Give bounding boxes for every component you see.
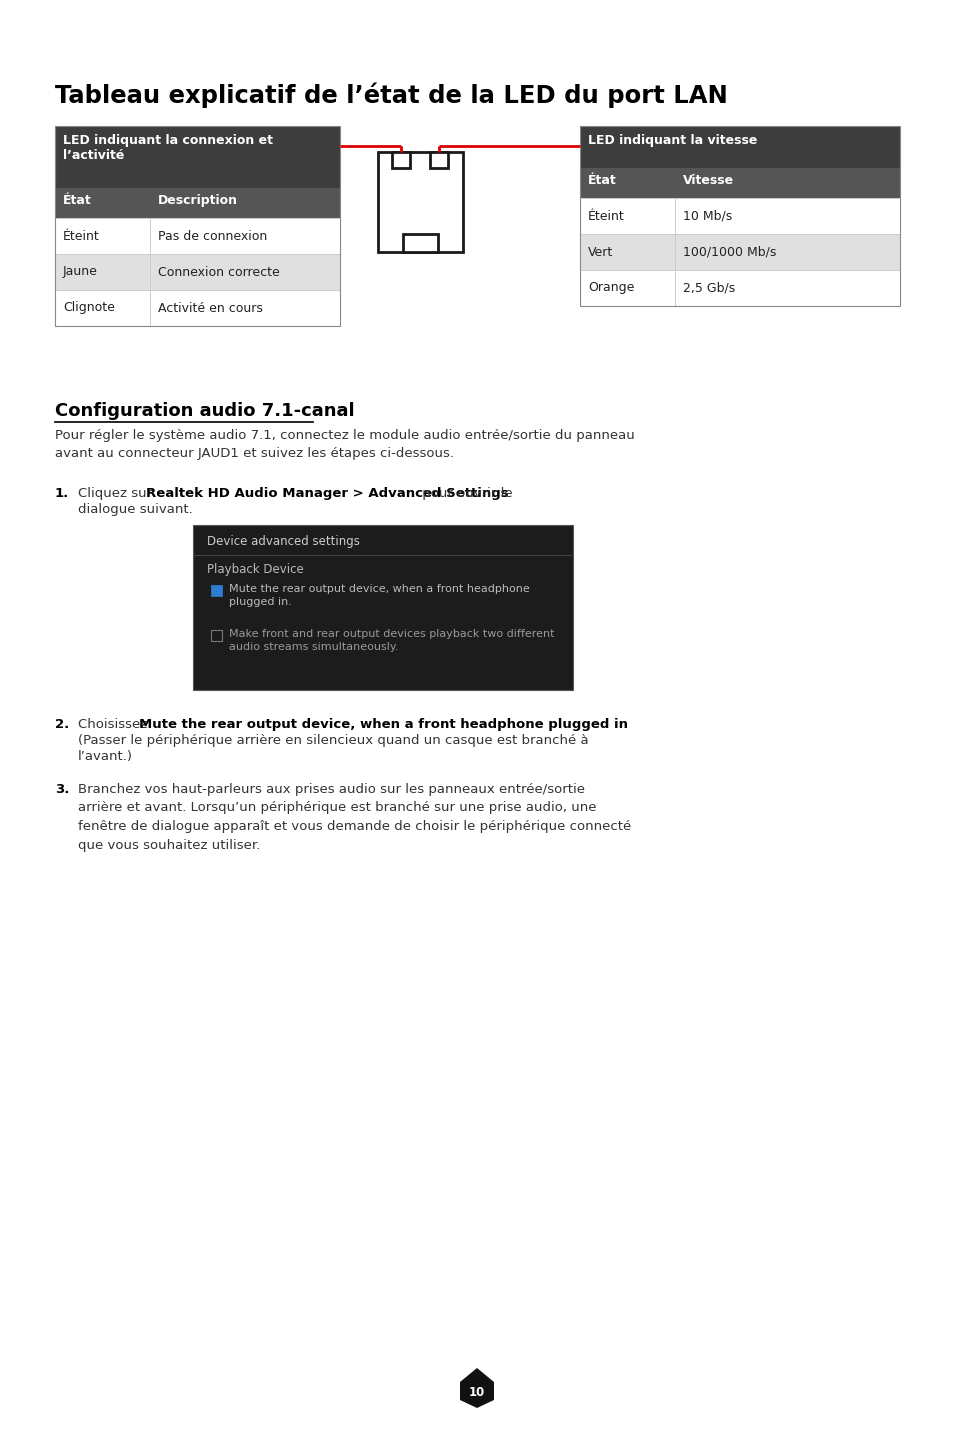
Text: pour ouvrir le: pour ouvrir le	[417, 487, 512, 500]
Polygon shape	[459, 1368, 494, 1408]
Bar	[55, 218, 339, 253]
Text: 10: 10	[468, 1386, 485, 1399]
Bar	[579, 198, 899, 233]
Bar	[211, 586, 222, 596]
Text: LED indiquant la vitesse: LED indiquant la vitesse	[587, 135, 757, 147]
Text: Choisissez: Choisissez	[78, 717, 152, 730]
Text: 3.: 3.	[55, 783, 70, 796]
Text: Playback Device: Playback Device	[207, 563, 303, 576]
Bar	[55, 253, 339, 291]
Bar	[579, 126, 899, 168]
Text: Activité en cours: Activité en cours	[158, 302, 263, 315]
Bar	[55, 126, 339, 188]
Text: État: État	[587, 175, 616, 188]
Text: 2.: 2.	[55, 717, 70, 730]
Text: (Passer le périphérique arrière en silencieux quand un casque est branché à: (Passer le périphérique arrière en silen…	[78, 735, 588, 748]
Text: Mute the rear output device, when a front headphone plugged in: Mute the rear output device, when a fron…	[138, 717, 627, 730]
Text: 1.: 1.	[55, 487, 70, 500]
Text: Branchez vos haut-parleurs aux prises audio sur les panneaux entrée/sortie
arriè: Branchez vos haut-parleurs aux prises au…	[78, 783, 631, 852]
Text: Pas de connexion: Pas de connexion	[158, 229, 267, 242]
Bar	[392, 152, 410, 168]
Text: Device advanced settings: Device advanced settings	[207, 536, 359, 548]
Text: Mute the rear output device, when a front headphone
plugged in.: Mute the rear output device, when a fron…	[229, 584, 529, 607]
Bar	[579, 168, 899, 198]
Bar	[211, 630, 222, 642]
Text: Connexion correcte: Connexion correcte	[158, 265, 279, 278]
Bar	[377, 152, 462, 252]
Text: Jaune: Jaune	[63, 265, 98, 278]
Text: Orange: Orange	[587, 282, 634, 295]
Text: LED indiquant la connexion et
l’activité: LED indiquant la connexion et l’activité	[63, 135, 273, 162]
Text: Pour régler le système audio 7.1, connectez le module audio entrée/sortie du pan: Pour régler le système audio 7.1, connec…	[55, 430, 634, 460]
Text: Vitesse: Vitesse	[682, 175, 734, 188]
Bar	[579, 233, 899, 271]
Text: 2,5 Gb/s: 2,5 Gb/s	[682, 282, 735, 295]
Text: .: .	[512, 717, 517, 730]
Bar	[55, 291, 339, 326]
Bar	[55, 188, 339, 218]
Text: 100/1000 Mb/s: 100/1000 Mb/s	[682, 245, 776, 259]
Text: Tableau explicatif de l’état de la LED du port LAN: Tableau explicatif de l’état de la LED d…	[55, 82, 727, 107]
Text: Clignote: Clignote	[63, 302, 114, 315]
Text: État: État	[63, 193, 91, 208]
Bar	[55, 126, 339, 326]
Bar	[430, 152, 448, 168]
Bar	[193, 526, 573, 690]
Text: Configuration audio 7.1-canal: Configuration audio 7.1-canal	[55, 402, 355, 420]
Text: Éteint: Éteint	[63, 229, 100, 242]
Text: Cliquez sur: Cliquez sur	[78, 487, 156, 500]
Text: dialogue suivant.: dialogue suivant.	[78, 503, 193, 516]
Text: Realtek HD Audio Manager > Advanced Settings: Realtek HD Audio Manager > Advanced Sett…	[146, 487, 509, 500]
Text: Description: Description	[158, 193, 237, 208]
Bar	[579, 271, 899, 306]
Text: Éteint: Éteint	[587, 209, 624, 222]
Text: l’avant.): l’avant.)	[78, 750, 132, 763]
Bar	[402, 233, 437, 252]
Bar	[579, 126, 899, 306]
Text: Make front and rear output devices playback two different
audio streams simultan: Make front and rear output devices playb…	[229, 629, 554, 652]
Text: 10 Mb/s: 10 Mb/s	[682, 209, 732, 222]
Text: Vert: Vert	[587, 245, 613, 259]
